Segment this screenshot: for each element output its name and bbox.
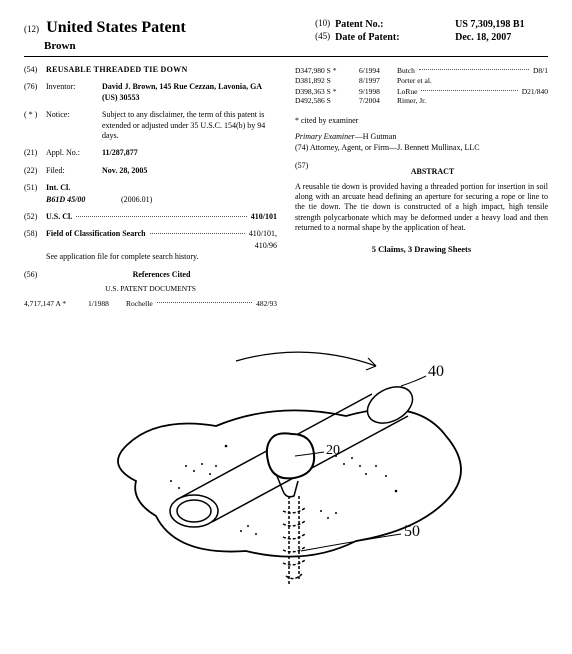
- filed-row: (22) Filed: Nov. 28, 2005: [24, 166, 277, 176]
- intcl-code: B61D 45/00: [46, 195, 121, 205]
- date-code: (45): [315, 31, 335, 44]
- fos-value1: 410/101,: [249, 229, 277, 239]
- patent-no-code: (10): [315, 18, 335, 31]
- examiner-row: Primary Examiner—H Gutman: [295, 132, 548, 142]
- doc-code: (12): [24, 24, 44, 36]
- fos-note: See application file for complete search…: [46, 252, 199, 262]
- biblio-columns: (54) REUSABLE THREADED TIE DOWN (76) Inv…: [24, 65, 548, 308]
- attorney-row: (74) Attorney, Agent, or Firm—J. Bennett…: [295, 143, 548, 153]
- country-title: United States Patent: [46, 19, 186, 36]
- notice-row: ( * ) Notice: Subject to any disclaimer,…: [24, 110, 277, 141]
- right-column: D347,980 S *6/1994ButchD8/1D381,892 S8/1…: [295, 65, 548, 308]
- abstract-text: A reusable tie down is provided having a…: [295, 182, 548, 234]
- cite-row: 4,717,147 A * 1/1988 Rochelle 482/93: [24, 298, 277, 309]
- ref-row: (56) References Cited: [24, 270, 277, 280]
- appl-value: 11/287,877: [102, 148, 138, 158]
- intcl-year: (2006.01): [121, 195, 152, 205]
- uscl-row: (52) U.S. Cl. 410/101: [24, 212, 277, 222]
- cite-row: D398,363 S *9/1998LoRueD21/840: [295, 86, 548, 97]
- drawing-label-40: 40: [428, 363, 444, 380]
- appl-row: (21) Appl. No.: 11/287,877: [24, 148, 277, 158]
- drawing-label-50: 50: [404, 523, 420, 540]
- header-right: (10) Patent No.: US 7,309,198 B1 (45) Da…: [315, 18, 548, 53]
- inventor-row: (76) Inventor: David J. Brown, 145 Rue C…: [24, 82, 277, 103]
- claims-line: 5 Claims, 3 Drawing Sheets: [295, 244, 548, 255]
- patent-no-value: US 7,309,198 B1: [455, 18, 524, 31]
- inventor-value: David J. Brown, 145 Rue Cezzan, Lavonia,…: [102, 82, 277, 103]
- date-label: Date of Patent:: [335, 31, 455, 44]
- patent-header: (12) United States Patent Brown (10) Pat…: [24, 18, 548, 57]
- intcl-value-row: B61D 45/00 (2006.01): [24, 195, 277, 205]
- invention-title: REUSABLE THREADED TIE DOWN: [46, 65, 188, 75]
- notice-value: Subject to any disclaimer, the term of t…: [102, 110, 277, 141]
- title-row: (54) REUSABLE THREADED TIE DOWN: [24, 65, 277, 75]
- fos-value2: 410/96: [255, 241, 277, 251]
- examiner-note: * cited by examiner: [295, 116, 548, 126]
- abstract-label: ABSTRACT: [317, 167, 548, 177]
- fos-row2: 410/96: [24, 241, 277, 251]
- patent-no-label: Patent No.:: [335, 18, 455, 31]
- filed-value: Nov. 28, 2005: [102, 166, 147, 176]
- ref-subtitle: U.S. PATENT DOCUMENTS: [24, 284, 277, 294]
- cite-row: D347,980 S *6/1994ButchD8/1: [295, 65, 548, 76]
- uscl-value: 410/101: [251, 212, 277, 222]
- date-value: Dec. 18, 2007: [455, 31, 511, 44]
- drawing-label-20: 20: [326, 443, 340, 458]
- fos-row: (58) Field of Classification Search 410/…: [24, 229, 277, 239]
- abstract-header: (57) ABSTRACT: [295, 161, 548, 181]
- cites-continued: D347,980 S *6/1994ButchD8/1D381,892 S8/1…: [295, 65, 548, 106]
- drawing-svg: 40 20 50: [76, 316, 496, 616]
- inventor-surname: Brown: [44, 40, 76, 52]
- cite-row: D492,586 S7/2004Rimer, Jr.: [295, 96, 548, 106]
- left-column: (54) REUSABLE THREADED TIE DOWN (76) Inv…: [24, 65, 277, 308]
- fos-note-row: See application file for complete search…: [24, 252, 277, 262]
- header-left: (12) United States Patent Brown: [24, 18, 315, 53]
- patent-drawing: 40 20 50: [24, 316, 548, 620]
- intcl-row: (51) Int. Cl.: [24, 183, 277, 193]
